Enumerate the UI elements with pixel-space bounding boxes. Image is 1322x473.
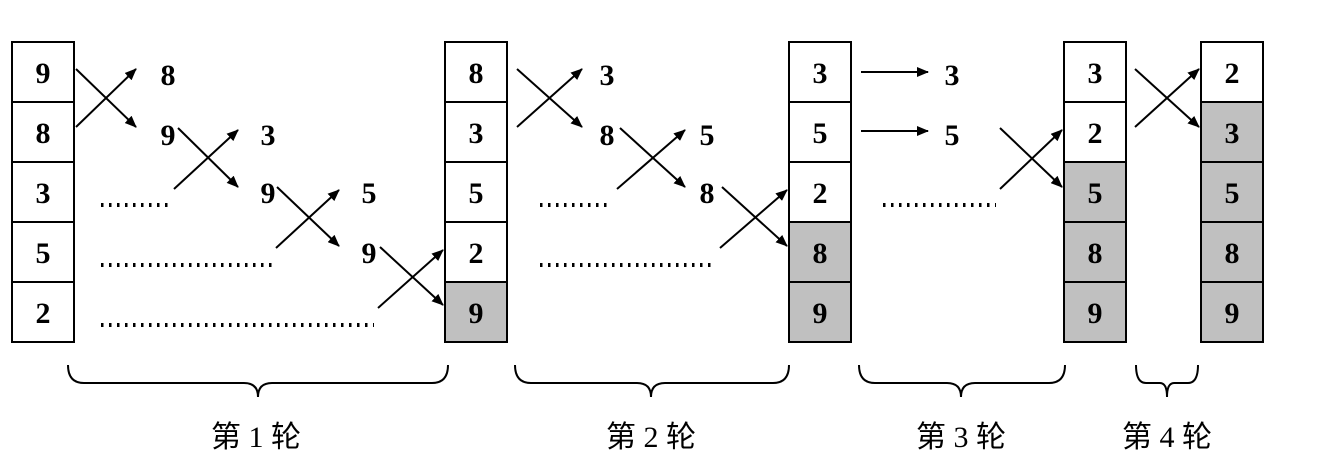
array-cell: 8 [789,222,851,282]
cell-value: 9 [1225,297,1240,330]
r2-num-5: 5 [700,119,715,152]
r1-num-3: 3 [261,119,276,152]
cell-value: 5 [813,117,828,150]
column-after-round-2: 3 5 2 8 9 [789,42,851,342]
array-cell: 2 [1201,42,1263,102]
cell-value: 8 [36,117,51,150]
round-braces [68,365,1198,397]
cell-value: 8 [813,237,828,270]
r1-swap4-down-arrow [380,247,443,305]
array-cell: 5 [1201,162,1263,222]
column-initial: 9 8 3 5 2 [12,42,74,342]
array-cell: 3 [789,42,851,102]
r2-num-8a: 8 [600,119,615,152]
r2-num-3: 3 [600,59,615,92]
array-cell: 2 [445,222,507,282]
cell-value: 2 [469,237,484,270]
array-cell: 5 [12,222,74,282]
ellipsis-dots [101,205,996,325]
column-after-round-3: 3 2 5 8 9 [1064,42,1126,342]
column-after-round-1: 8 3 5 2 9 [445,42,507,342]
cell-value: 9 [469,297,484,330]
round1-label: 第 1 轮 [211,421,301,454]
cell-value: 9 [1088,297,1103,330]
array-cell: 9 [1064,282,1126,342]
cell-value: 5 [36,237,51,270]
cell-value: 8 [469,57,484,90]
array-cell: 2 [1064,102,1126,162]
cell-value: 2 [1088,117,1103,150]
round2-brace [515,365,789,397]
cell-value: 2 [36,297,51,330]
cell-value: 8 [1088,237,1103,270]
array-cell: 9 [12,42,74,102]
cell-value: 2 [813,177,828,210]
r1-num-9a: 9 [161,119,176,152]
array-cell: 8 [445,42,507,102]
array-cell: 8 [1201,222,1263,282]
array-columns: 9 8 3 5 2 8 3 5 2 9 3 5 2 8 9 3 2 5 8 9 2 3 5 8 9 [12,42,1263,342]
array-cell: 9 [1201,282,1263,342]
cell-value: 3 [1225,117,1240,150]
cell-value: 9 [813,297,828,330]
cell-value: 3 [469,117,484,150]
round4-label: 第 4 轮 [1122,421,1212,454]
array-cell: 3 [445,102,507,162]
r2-swap3-up-arrow [720,190,787,248]
r3-swap-down-arrow [1000,128,1062,187]
array-cell: 8 [1064,222,1126,282]
array-cell: 9 [789,282,851,342]
array-cell: 3 [12,162,74,222]
r1-swap3-up-arrow [276,190,339,248]
round1-brace [68,365,448,397]
array-cell: 3 [1064,42,1126,102]
swap-arrows [76,69,1199,308]
r1-swap2-up-arrow [174,130,238,189]
r3-num-3: 3 [945,59,960,92]
cell-value: 5 [1088,177,1103,210]
round-labels: 第 1 轮 第 2 轮 第 3 轮 第 4 轮 [211,421,1212,454]
array-cell: 8 [12,102,74,162]
round3-label: 第 3 轮 [916,421,1006,454]
cell-value: 5 [469,177,484,210]
cell-value: 3 [813,57,828,90]
r1-num-9b: 9 [261,177,276,210]
cell-value: 9 [36,57,51,90]
cell-value: 5 [1225,177,1240,210]
r2-num-8b: 8 [700,177,715,210]
r1-num-8: 8 [161,59,176,92]
r1-swap3-down-arrow [277,187,339,246]
column-after-round-4: 2 3 5 8 9 [1201,42,1263,342]
cell-value: 2 [1225,57,1240,90]
cell-value: 3 [36,177,51,210]
array-cell: 2 [12,282,74,342]
array-cell: 5 [1064,162,1126,222]
r3-swap-up-arrow [1000,130,1062,189]
cell-value: 8 [1225,237,1240,270]
r1-num-5: 5 [362,177,377,210]
array-cell: 3 [1201,102,1263,162]
array-cell: 9 [445,282,507,342]
round4-brace [1136,365,1198,397]
round3-brace [859,365,1065,397]
r1-swap4-up-arrow [378,250,443,308]
array-cell: 5 [445,162,507,222]
array-cell: 5 [789,102,851,162]
array-cell: 2 [789,162,851,222]
round2-label: 第 2 轮 [606,421,696,454]
r1-num-9c: 9 [362,237,377,270]
r3-num-5: 5 [945,119,960,152]
r2-swap2-up-arrow [617,130,685,189]
cell-value: 3 [1088,57,1103,90]
